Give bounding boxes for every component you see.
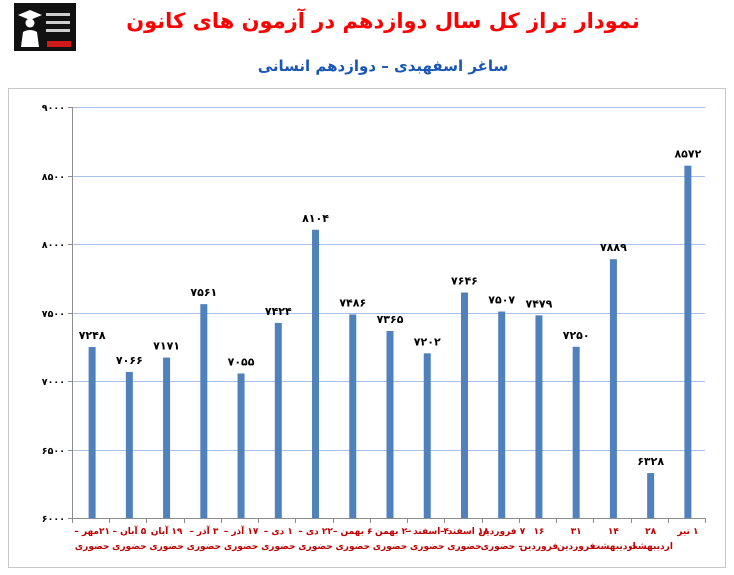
logo-head <box>25 18 35 28</box>
category-label: ۱۸ اسفند – <box>440 527 490 537</box>
value-label: ۷۰۶۶ <box>116 354 143 367</box>
bar <box>200 304 208 518</box>
category-label: حضوری <box>410 542 444 552</box>
category-label: اردیبهشت <box>628 542 673 552</box>
bar <box>312 229 320 518</box>
chart-subtitle: ساغر اسفهبدی – دوازدهم انسانی <box>257 57 509 75</box>
category-label: ۳ آذر – <box>189 525 219 537</box>
value-label: ۷۰۵۵ <box>228 355 255 368</box>
category-label: حضوری <box>75 542 109 552</box>
category-label: حضوری <box>112 542 146 552</box>
chart-title: نمودار تراز کل سال دوازدهم در آزمون های … <box>126 9 640 33</box>
value-label: ۷۳۶۵ <box>377 313 404 326</box>
y-tick-label: ۶۰۰۰ <box>42 514 65 525</box>
bar <box>274 322 282 518</box>
chart-frame <box>8 88 726 568</box>
category-label: ۲۰ بهمن – <box>367 527 412 537</box>
value-label: ۷۲۰۲ <box>414 335 441 348</box>
category-label: حضوری <box>224 542 258 552</box>
category-label: اردیبهشت <box>591 542 636 552</box>
y-tick-label: ۸۰۰۰ <box>42 240 65 251</box>
category-label: ۵ آبان – <box>112 525 146 537</box>
bar <box>386 330 394 518</box>
category-label: حضوری <box>149 542 183 552</box>
logo-cap <box>18 10 42 20</box>
value-label: ۷۱۷۱ <box>153 340 180 353</box>
category-label: ۶ بهمن – <box>333 527 373 537</box>
value-label: ۷۲۴۸ <box>79 329 106 342</box>
logo-line-3 <box>46 29 70 32</box>
category-label: حضوری <box>187 542 221 552</box>
gridlines <box>72 107 705 451</box>
value-label: ۷۶۴۶ <box>451 274 478 287</box>
category-label: ۲۸ <box>645 527 656 537</box>
category-label: حضوری <box>447 542 481 552</box>
value-label: ۷۸۸۹ <box>600 241 627 254</box>
y-tick-label: ۹۰۰۰ <box>42 103 65 114</box>
category-label: – حضوری <box>481 542 524 552</box>
category-label: ۱۶ <box>533 527 544 537</box>
value-label: ۷۵۰۷ <box>488 294 515 307</box>
bar <box>460 292 468 518</box>
category-label: ۲۱مهر – <box>74 527 110 537</box>
value-label: ۷۴۲۴ <box>265 305 292 318</box>
y-tick-label: ۶۵۰۰ <box>42 446 65 457</box>
value-label: ۷۴۸۶ <box>339 296 366 309</box>
bar <box>609 259 617 518</box>
axes <box>68 107 706 523</box>
category-label: حضوری <box>336 542 370 552</box>
value-label: ۷۲۵۰ <box>563 329 590 342</box>
category-label: ۴ اسفند – <box>405 527 449 537</box>
graduate-logo-icon <box>14 3 76 51</box>
bar <box>535 315 543 518</box>
value-label: ۷۴۷۹ <box>526 297 553 310</box>
category-label: ۳۱ <box>571 527 582 537</box>
bar <box>572 346 580 518</box>
value-label: ۸۱۰۴ <box>302 212 329 225</box>
category-label: حضوری <box>298 542 332 552</box>
bar <box>498 311 506 518</box>
category-label: حضوری <box>261 542 295 552</box>
category-label: فروردین <box>557 542 595 552</box>
logo-body <box>21 30 39 47</box>
category-label: ۱۹ آبان <box>151 525 183 537</box>
bar <box>647 473 655 518</box>
value-label: ۶۳۲۸ <box>637 455 664 468</box>
category-label: ۱ تیر <box>676 527 698 537</box>
bar <box>684 165 692 519</box>
bar <box>125 371 133 518</box>
category-label: فروردین <box>520 542 558 552</box>
bar <box>237 373 245 518</box>
logo-line-1 <box>46 13 70 16</box>
y-tick-label: ۷۵۰۰ <box>42 309 65 320</box>
value-label: ۸۵۷۲ <box>674 148 701 161</box>
category-label: حضوری <box>373 542 407 552</box>
bar <box>349 314 357 518</box>
category-label: ۱۴ <box>608 527 619 537</box>
value-label: ۷۵۶۱ <box>190 286 217 299</box>
bars <box>88 165 692 519</box>
y-tick-label: ۸۵۰۰ <box>42 172 65 183</box>
y-tick-label: ۷۰۰۰ <box>42 377 65 388</box>
category-label: ۱۷ آذر – <box>224 525 259 537</box>
category-label: ۲۲ دی – <box>298 527 333 537</box>
bar <box>88 347 96 518</box>
category-label: ۱ دی – <box>264 527 293 537</box>
logo-line-2 <box>46 21 70 24</box>
bar <box>423 353 431 518</box>
logo-red-strip <box>47 41 71 47</box>
category-label: ۷ فروردین <box>478 527 526 537</box>
bar <box>163 357 171 518</box>
